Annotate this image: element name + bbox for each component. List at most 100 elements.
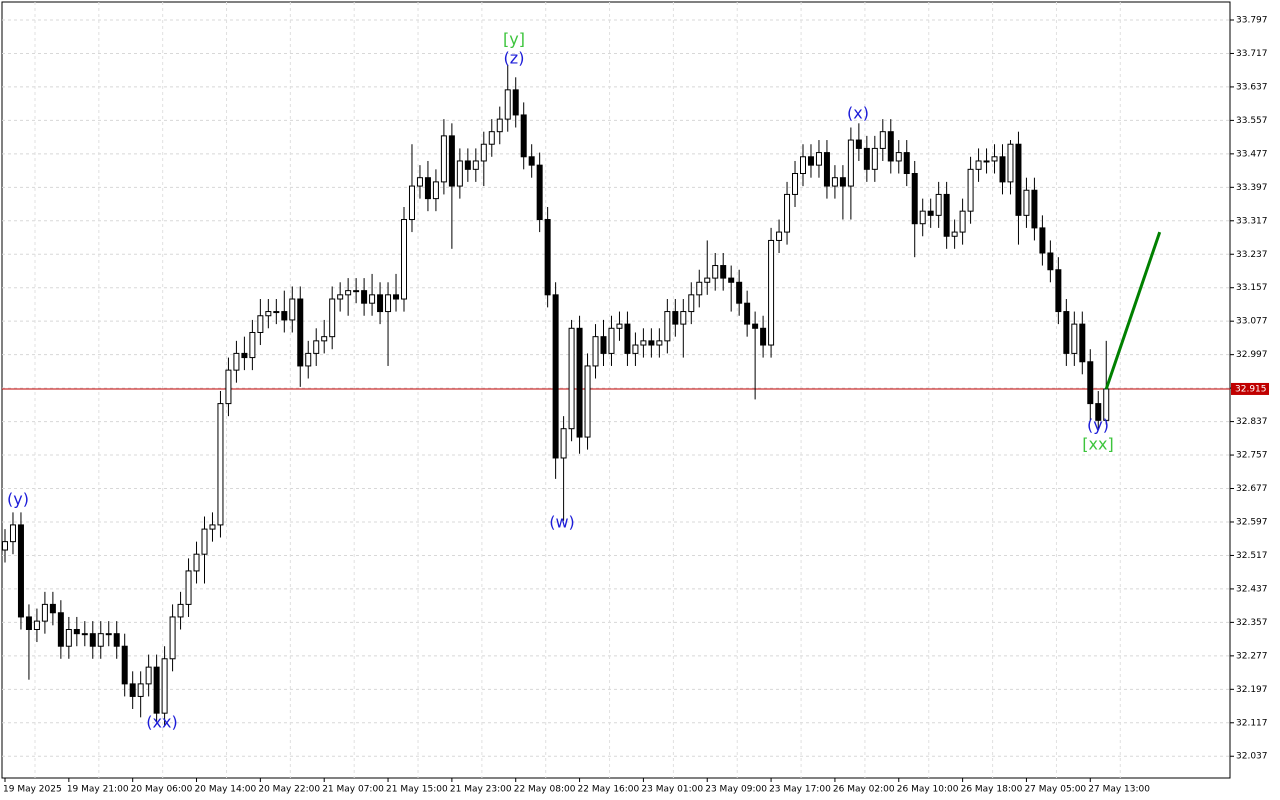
candle-body <box>536 164 543 221</box>
candle-body <box>919 210 926 225</box>
candle-body <box>656 340 663 346</box>
candle-body <box>768 239 775 346</box>
candle-body <box>121 645 128 685</box>
y-tick-label: 32.437 <box>1236 584 1268 594</box>
x-tick-label: 26 May 18:00 <box>961 785 1023 795</box>
candle-body <box>792 173 799 195</box>
candle-body <box>249 331 256 359</box>
candle-body <box>385 294 392 313</box>
candle-body <box>664 311 671 342</box>
candle-body <box>776 231 783 241</box>
candle-body <box>752 323 759 329</box>
candle-body <box>879 131 886 149</box>
candle-body <box>185 570 192 605</box>
candle-body <box>480 143 487 162</box>
wave-label: (y) <box>7 490 29 509</box>
candle-body <box>65 628 72 647</box>
candle-body <box>839 177 846 187</box>
candle-body <box>73 628 80 635</box>
candle-body <box>895 152 902 162</box>
candle-body <box>648 340 655 346</box>
candle-body <box>432 181 439 200</box>
y-tick-label: 33.797 <box>1236 15 1268 25</box>
candle-body <box>321 336 328 342</box>
candle-body <box>472 160 479 170</box>
x-tick-label: 23 May 01:00 <box>641 785 703 795</box>
wave-label: (y) <box>1087 416 1109 435</box>
candle-body <box>911 173 918 225</box>
candle-body <box>736 281 743 304</box>
wave-label: (z) <box>504 49 525 68</box>
candle-body <box>576 327 583 438</box>
candle-body <box>209 524 216 530</box>
candle-body <box>1087 361 1094 405</box>
wave-label: (x) <box>847 104 869 123</box>
candle-body <box>1023 189 1030 216</box>
candle-body <box>289 298 296 321</box>
candle-body <box>361 290 368 304</box>
candle-body <box>584 365 591 438</box>
candle-body <box>49 603 56 614</box>
x-tick-label: 26 May 10:00 <box>897 785 959 795</box>
candle-body <box>815 152 822 166</box>
candle-body <box>632 344 639 354</box>
candle-body <box>9 524 16 543</box>
candle-body <box>991 156 998 162</box>
candle-body <box>281 311 288 321</box>
x-tick-label: 21 May 15:00 <box>386 785 448 795</box>
x-tick-label: 20 May 14:00 <box>195 785 257 795</box>
candle-body <box>377 294 384 313</box>
candle-body <box>329 298 336 338</box>
candle-body <box>177 603 184 618</box>
candle-body <box>640 340 647 346</box>
candle-body <box>847 139 854 187</box>
y-tick-label: 33.717 <box>1236 49 1268 59</box>
candle-body <box>744 302 751 325</box>
candle-body <box>712 265 719 279</box>
y-tick-label: 32.837 <box>1236 417 1268 427</box>
candle-body <box>161 658 168 714</box>
candle-body <box>153 666 160 714</box>
candle-body <box>233 352 240 371</box>
y-tick-label: 33.637 <box>1236 82 1268 92</box>
candle-body <box>193 553 200 572</box>
candle-body <box>935 193 942 216</box>
candle-body <box>488 131 495 145</box>
y-tick-label: 33.477 <box>1236 149 1268 159</box>
candle-body <box>265 311 272 317</box>
candle-body <box>201 528 208 555</box>
candle-body <box>696 281 703 296</box>
candle-body <box>704 277 711 283</box>
candle-body <box>416 177 423 187</box>
candle-body <box>1015 143 1022 216</box>
candle-body <box>241 352 248 359</box>
y-tick-label: 33.157 <box>1236 283 1268 293</box>
candle-body <box>592 336 599 367</box>
x-tick-label: 20 May 22:00 <box>258 785 320 795</box>
x-tick-label: 22 May 16:00 <box>578 785 640 795</box>
x-tick-label: 19 May 21:00 <box>67 785 129 795</box>
candle-body <box>927 210 934 216</box>
candle-body <box>369 294 376 304</box>
candle-body <box>672 311 679 325</box>
candle-body <box>871 147 878 170</box>
candle-body <box>983 160 990 163</box>
plot-frame <box>1 1 1231 779</box>
candle-body <box>448 135 455 187</box>
candle-body <box>105 633 112 636</box>
candle-body <box>951 231 958 237</box>
candle-body <box>17 524 24 618</box>
candle-body <box>823 152 830 187</box>
x-tick-label: 22 May 08:00 <box>514 785 576 795</box>
y-tick-label: 32.597 <box>1236 517 1268 527</box>
candle-body <box>863 147 870 170</box>
y-tick-label: 32.037 <box>1236 752 1268 762</box>
candle-body <box>568 327 575 430</box>
candle-body <box>456 160 463 187</box>
y-tick-label: 32.117 <box>1236 718 1268 728</box>
candle-body <box>1039 227 1046 254</box>
y-tick-label: 32.277 <box>1236 651 1268 661</box>
x-tick-label: 20 May 06:00 <box>131 785 193 795</box>
wave-label: [xx] <box>1082 435 1113 454</box>
candle-body <box>97 633 104 647</box>
